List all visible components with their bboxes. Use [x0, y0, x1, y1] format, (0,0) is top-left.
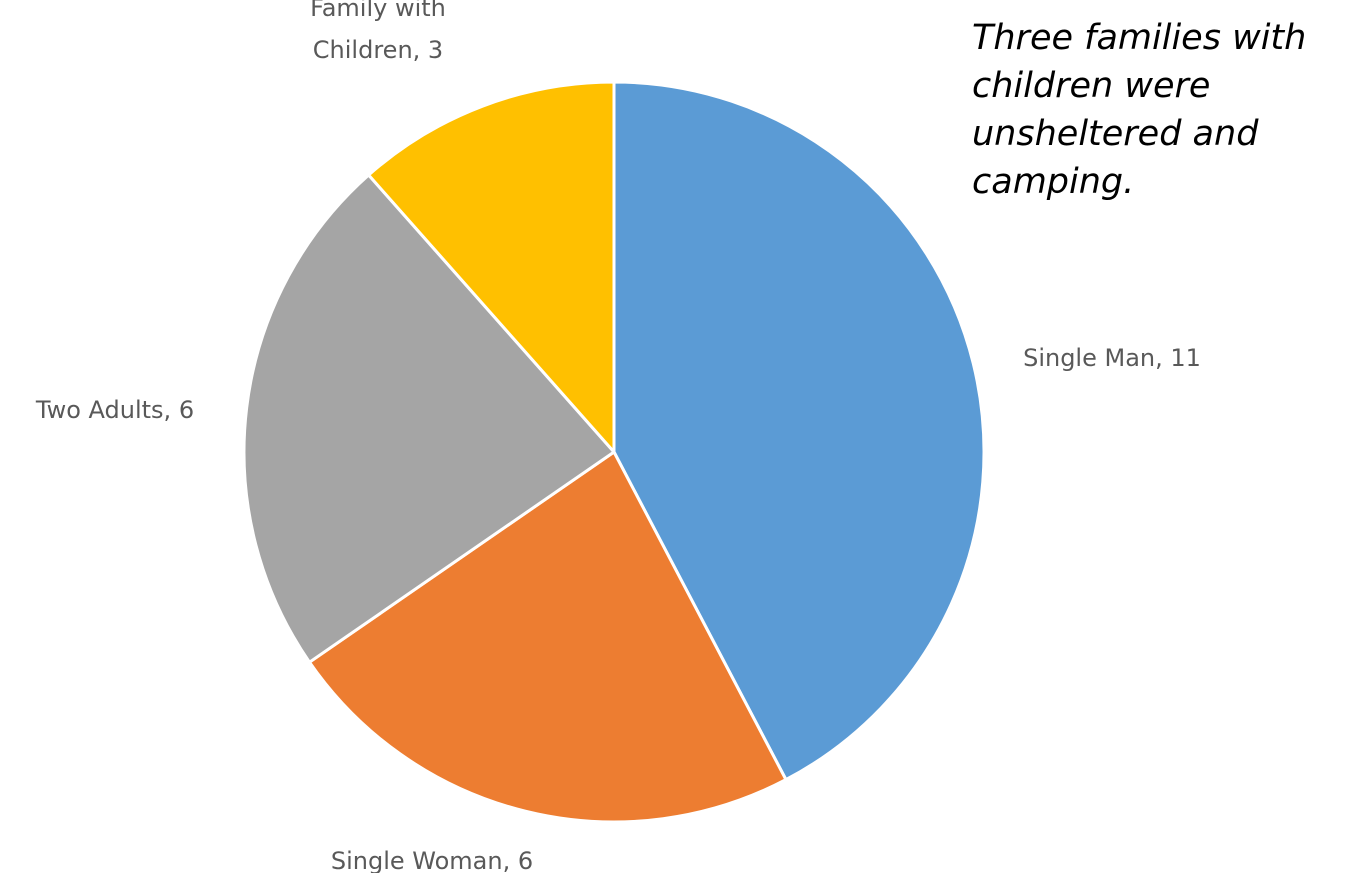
pie-label-single-man: Single Man, 11: [1023, 344, 1201, 372]
pie-label-line: Two Adults, 6: [35, 396, 194, 424]
pie-label-line: Single Man, 11: [1023, 344, 1201, 372]
pie-label-line: Family with: [310, 0, 446, 22]
pie-slice-single-woman: [308, 450, 788, 824]
pie-labels: Single Man, 11 Single Woman, 6 Two Adults,…: [35, 0, 1201, 873]
pie-label-single-woman: Single Woman, 6: [331, 847, 533, 873]
pie-slice-family-with-children: [367, 80, 616, 454]
pie-slices: [242, 80, 986, 824]
pie-label-line: Single Woman, 6: [331, 847, 533, 873]
pie-label-line: Children, 3: [313, 36, 443, 64]
pie-label-two-adults: Two Adults, 6: [35, 396, 194, 424]
chart-annotation: Three families with children were unshel…: [972, 18, 1307, 202]
pie-slice-single-man: [612, 80, 986, 782]
pie-label-family-with-children: Family with Children, 3: [310, 0, 446, 64]
pie-slice-two-adults: [242, 173, 616, 664]
